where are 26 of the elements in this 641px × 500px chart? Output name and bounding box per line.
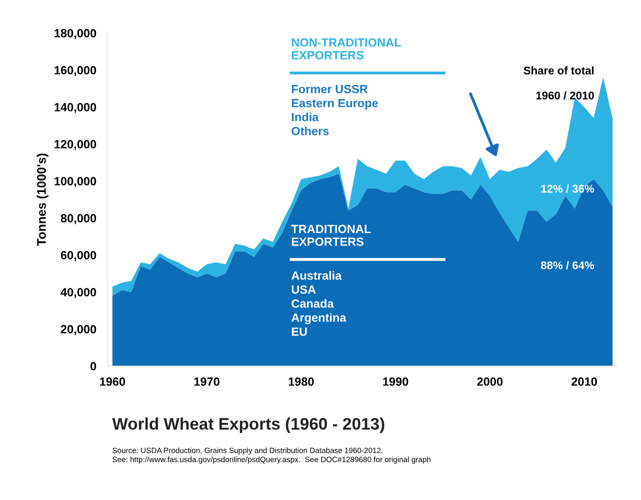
annotation: Australia USA Canada Argentina EU [291, 271, 346, 336]
y-tick-label: 60,000 [60, 251, 96, 262]
y-tick-label: 40,000 [60, 288, 96, 298]
x-tick-label: 1980 [288, 377, 314, 386]
y-tick-label: 0 [90, 362, 96, 370]
y-tick-label: 100,000 [54, 177, 96, 188]
x-tick-label: 1990 [383, 377, 408, 386]
x-tick-label: 2000 [477, 377, 503, 386]
series-label: TRADITIONAL EXPORTERS [291, 224, 371, 246]
annotation: Share of total [524, 66, 594, 74]
annotation: Former USSR Eastern Europe India Others [292, 84, 378, 136]
y-axis-title: Tonnes (1000's) [36, 154, 48, 246]
y-tick-label: 160,000 [54, 66, 96, 76]
x-tick-label: 1970 [194, 377, 220, 386]
y-tick-label: 140,000 [54, 103, 96, 114]
y-tick-label: 80,000 [60, 214, 96, 224]
annotation: 1960 / 2010 [536, 91, 594, 100]
y-tick-label: 180,000 [54, 29, 96, 40]
y-tick-label: 20,000 [60, 325, 96, 336]
text: NON-TRADITIONAL EXPORTERS [292, 38, 401, 60]
x-tick-label: 2010 [572, 377, 597, 386]
text: World Wheat Exports (1960 - 2013) [112, 418, 384, 434]
annotation: 12% / 36% [541, 184, 594, 193]
annotation: 88% / 64% [540, 261, 594, 270]
x-tick-label: 1960 [100, 377, 126, 386]
y-tick-label: 120,000 [54, 140, 96, 150]
